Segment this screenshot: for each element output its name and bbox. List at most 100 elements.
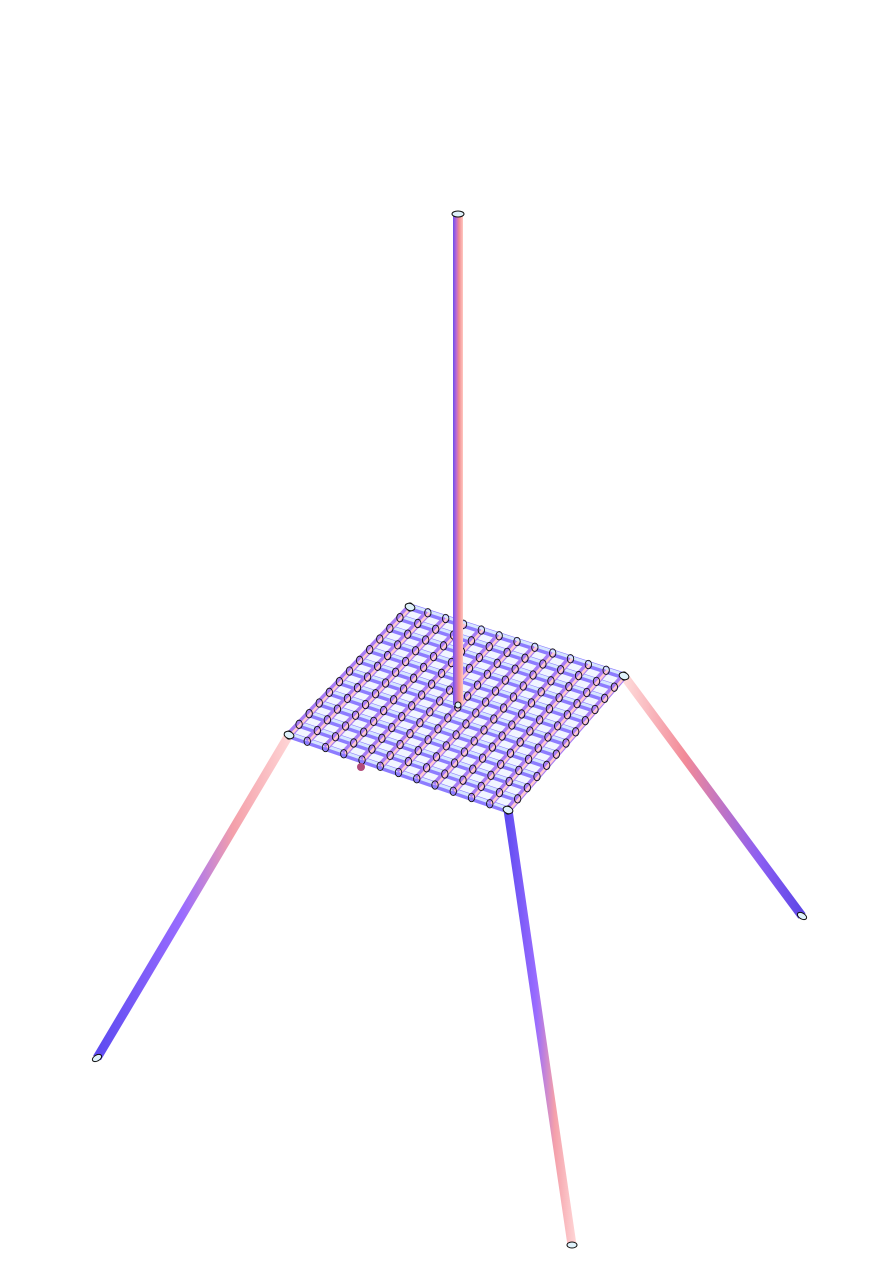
grid-joint bbox=[335, 677, 344, 687]
grid-joint bbox=[441, 769, 449, 779]
grid-joint bbox=[418, 690, 426, 700]
grid-corner-cap-0 bbox=[404, 602, 416, 612]
grid-corner-cap-3 bbox=[283, 730, 295, 740]
grid-joint bbox=[422, 763, 431, 773]
grid-joint bbox=[536, 715, 544, 725]
leg-cap-back-right bbox=[796, 911, 808, 921]
grid-joint bbox=[411, 646, 420, 656]
grid-joint bbox=[398, 712, 406, 722]
grid-joint bbox=[383, 650, 392, 661]
grid-joint bbox=[527, 698, 536, 708]
grid-joint bbox=[386, 750, 394, 761]
grid-bar-row-highlight bbox=[409, 604, 625, 676]
grid-joint bbox=[523, 783, 531, 793]
grid-joint bbox=[516, 737, 524, 747]
grid-joint bbox=[460, 747, 469, 757]
grid-joint bbox=[514, 794, 522, 804]
grid-joint bbox=[555, 693, 563, 703]
leg-cap-front-left bbox=[91, 1053, 103, 1063]
grid-bar-col-highlight bbox=[307, 611, 431, 743]
grid-joint bbox=[449, 786, 457, 796]
grid-joint bbox=[396, 613, 404, 623]
grid-joint bbox=[497, 759, 505, 769]
grid-joint bbox=[350, 738, 358, 748]
grid-joint bbox=[488, 742, 496, 752]
grid-joint bbox=[416, 718, 424, 728]
grid-bar-col-highlight bbox=[472, 663, 591, 799]
grid-joint bbox=[521, 653, 529, 663]
grid-joint bbox=[591, 704, 599, 715]
grid-joint bbox=[566, 654, 575, 664]
grid-joint bbox=[601, 693, 609, 703]
grid-bar-col-highlight bbox=[490, 669, 609, 805]
grid-joint bbox=[473, 680, 482, 690]
grid-bar-col-highlight bbox=[435, 652, 556, 786]
grid-joint bbox=[380, 705, 388, 716]
grid-joint bbox=[475, 652, 483, 663]
grid-joint bbox=[401, 656, 410, 667]
grid-joint bbox=[404, 629, 412, 639]
grid-mesh bbox=[283, 602, 630, 815]
grid-joint bbox=[378, 733, 386, 743]
grid-joint bbox=[360, 727, 368, 737]
grid-joint bbox=[426, 707, 434, 717]
grid-joint bbox=[391, 667, 400, 677]
grid-joint bbox=[470, 736, 478, 746]
grid-joint bbox=[431, 780, 439, 790]
grid-joint bbox=[409, 673, 418, 683]
grid-joint bbox=[386, 623, 394, 633]
grid-joint bbox=[533, 771, 541, 782]
grid-joint bbox=[503, 647, 511, 658]
grid-joint bbox=[490, 714, 498, 724]
grid-joint bbox=[408, 701, 416, 711]
mast-base-cap bbox=[454, 701, 462, 709]
grid-joint bbox=[333, 704, 342, 714]
leg-front-right bbox=[503, 809, 577, 1246]
grid-joint bbox=[321, 742, 330, 753]
grid-corner-cap-2 bbox=[502, 805, 514, 815]
grid-joint bbox=[303, 736, 311, 746]
grid-joint bbox=[495, 631, 503, 641]
grid-knob bbox=[357, 763, 365, 771]
grid-joint bbox=[543, 760, 551, 770]
grid-joint bbox=[467, 792, 476, 803]
grid-joint bbox=[592, 676, 601, 687]
grid-joint bbox=[513, 636, 521, 647]
grid-joint bbox=[477, 625, 485, 635]
grid-joint bbox=[537, 687, 545, 697]
grid-joint bbox=[501, 675, 509, 685]
grid-joint bbox=[562, 738, 570, 748]
grid-joint bbox=[544, 732, 552, 742]
grid-joint bbox=[445, 685, 454, 695]
grid-joint bbox=[519, 681, 527, 691]
grid-joint bbox=[406, 728, 414, 739]
mast-top-cap bbox=[451, 210, 465, 218]
grid-joint bbox=[557, 665, 565, 675]
grid-joint bbox=[450, 758, 459, 768]
grid-bar-col-highlight bbox=[417, 646, 538, 780]
grid-joint bbox=[480, 725, 488, 735]
grid-joint bbox=[545, 704, 554, 714]
grid-joint bbox=[549, 648, 557, 658]
grid-joint bbox=[509, 692, 518, 702]
grid-bar-col-highlight bbox=[380, 634, 502, 768]
grid-joint bbox=[452, 730, 460, 740]
grid-joint bbox=[584, 659, 592, 670]
grid-joint bbox=[485, 641, 493, 652]
mast-pole bbox=[453, 214, 463, 705]
grid-joint bbox=[371, 689, 380, 699]
leg-back-right bbox=[620, 673, 806, 919]
grid-joint bbox=[506, 748, 515, 758]
grid-joint bbox=[313, 725, 321, 736]
grid-joint bbox=[436, 696, 444, 706]
mast bbox=[451, 210, 465, 709]
grid-joint bbox=[399, 684, 408, 694]
grid-joint bbox=[477, 781, 485, 792]
grid-joint bbox=[465, 663, 474, 674]
grid-joint bbox=[421, 635, 430, 645]
grid-joint bbox=[394, 767, 403, 778]
leg-cap-front-right bbox=[566, 1241, 578, 1249]
grid-bar-col-highlight bbox=[344, 623, 466, 755]
grid-joint bbox=[581, 716, 589, 726]
grid-joint bbox=[547, 676, 555, 686]
